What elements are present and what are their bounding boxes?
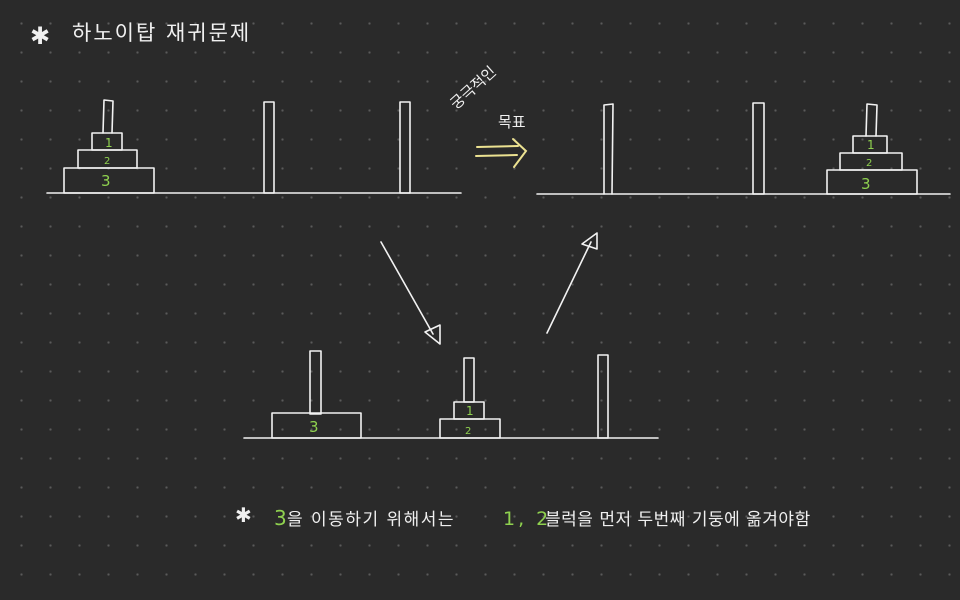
peg-2 xyxy=(263,101,275,194)
note-numbers-1-2: 1, 2 xyxy=(503,508,551,530)
note-number-3: 3 xyxy=(274,506,287,530)
goal-annotation: 궁극적인 목표 xyxy=(447,63,528,168)
disk-3 xyxy=(63,167,155,194)
peg-2 xyxy=(463,357,475,403)
explanation-note: ✱ 3 을 이동하기 위해서는 1, 2 블럭을 먼저 두번째 기둥에 옮겨야함 xyxy=(235,503,811,530)
initial-state: 1 2 3 xyxy=(46,99,462,194)
goal-label-line1: 궁극적인 xyxy=(447,63,500,113)
final-state: 1 2 3 xyxy=(536,102,951,195)
intermediate-state: 3 1 2 xyxy=(243,350,659,439)
note-text-2: 블럭을 먼저 두번째 기둥에 옮겨야함 xyxy=(545,510,811,530)
peg-3 xyxy=(597,354,609,439)
disk-1-label: 1 xyxy=(105,136,113,150)
disk-2-label: 2 xyxy=(866,158,872,169)
disk-2-label: 2 xyxy=(465,426,471,437)
asterisk-icon: ✱ xyxy=(235,503,252,527)
disk-1-label: 1 xyxy=(466,404,474,418)
disk-3-label: 3 xyxy=(101,172,111,190)
disk-3 xyxy=(271,412,362,439)
peg-3 xyxy=(865,103,878,137)
disk-1-label: 1 xyxy=(867,138,875,152)
arrow-down-right-icon xyxy=(380,241,441,345)
note-text-1: 을 이동하기 위해서는 xyxy=(287,510,455,530)
disk-3-label: 3 xyxy=(309,418,319,436)
disk-3 xyxy=(826,169,918,195)
arrow-up-right-icon xyxy=(546,232,598,334)
page-title: ✱ 하노이탑 재귀문제 xyxy=(30,21,251,50)
disk-3-label: 3 xyxy=(861,175,871,193)
disk-2-label: 2 xyxy=(104,156,110,167)
peg-3 xyxy=(399,101,411,194)
peg-1 xyxy=(102,99,114,134)
goal-label-line2: 목표 xyxy=(498,113,526,131)
double-arrow-right-icon xyxy=(475,138,528,168)
peg-1 xyxy=(603,103,614,195)
asterisk-icon: ✱ xyxy=(30,22,50,50)
peg-1 xyxy=(309,350,322,415)
title-text: 하노이탑 재귀문제 xyxy=(72,21,251,45)
disk-2 xyxy=(439,418,501,439)
peg-2 xyxy=(752,102,765,195)
